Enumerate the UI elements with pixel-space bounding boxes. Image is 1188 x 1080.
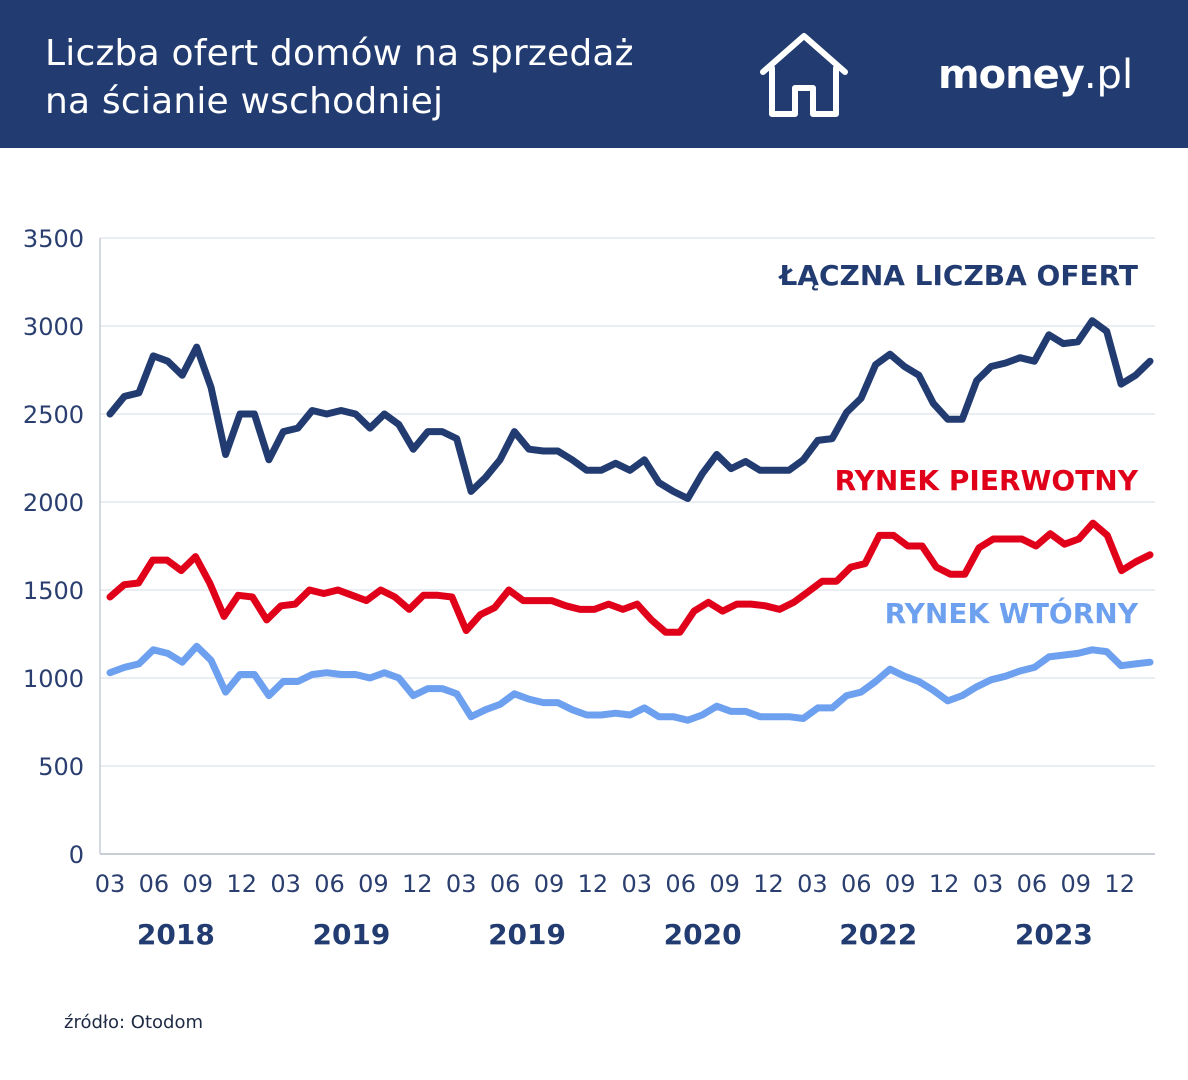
x-tick-label: 09 xyxy=(534,870,565,898)
x-tick-label: 03 xyxy=(95,870,126,898)
house-icon xyxy=(760,33,848,117)
y-tick-label: 1000 xyxy=(23,665,84,693)
x-tick-label: 06 xyxy=(1017,870,1048,898)
y-tick-label: 1500 xyxy=(23,577,84,605)
x-tick-label: 03 xyxy=(797,870,828,898)
y-axis: 0 500 1000 1500 2000 2500 3000 3500 xyxy=(23,225,84,869)
year-label: 2019 xyxy=(312,918,390,951)
brand-suffix: .pl xyxy=(1083,52,1134,98)
y-tick-label: 0 xyxy=(69,841,84,869)
x-tick-label: 03 xyxy=(446,870,477,898)
x-tick-label: 12 xyxy=(753,870,784,898)
brand-main: money xyxy=(938,52,1085,98)
year-label: 2018 xyxy=(137,918,215,951)
series-label: RYNEK WTÓRNY xyxy=(885,596,1139,630)
x-axis: 03 06 09 12 03 06 09 12 03 06 09 12 03 06 09 12 03 06 09 12… xyxy=(95,870,1135,898)
year-label: 2023 xyxy=(1015,918,1093,951)
chart-grid xyxy=(99,237,1155,855)
header-banner: Liczba ofert domów na sprzedaż na ściani… xyxy=(0,0,1188,148)
x-tick-label: 09 xyxy=(183,870,214,898)
year-label: 2020 xyxy=(664,918,742,951)
x-tick-label: 06 xyxy=(841,870,872,898)
x-tick-label: 09 xyxy=(709,870,740,898)
x-tick-label: 09 xyxy=(885,870,916,898)
y-tick-label: 500 xyxy=(38,753,84,781)
x-tick-label: 12 xyxy=(578,870,609,898)
x-tick-label: 12 xyxy=(402,870,433,898)
year-label: 2022 xyxy=(839,918,917,951)
x-tick-label: 09 xyxy=(358,870,389,898)
title-line-2: na ścianie wschodniej xyxy=(45,81,444,122)
x-tick-label: 06 xyxy=(314,870,345,898)
x-tick-label: 06 xyxy=(139,870,170,898)
series-line xyxy=(106,317,1154,502)
x-tick-label: 12 xyxy=(929,870,960,898)
chart-title: Liczba ofert domów na sprzedaż na ściani… xyxy=(45,30,634,126)
y-tick-label: 3000 xyxy=(23,313,84,341)
y-tick-label: 3500 xyxy=(23,225,84,253)
title-line-1: Liczba ofert domów na sprzedaż xyxy=(45,33,634,74)
series-label: ŁĄCZNA LICZBA OFERT xyxy=(777,259,1138,292)
y-tick-label: 2500 xyxy=(23,401,84,429)
series-lines xyxy=(106,317,1154,724)
x-tick-label: 03 xyxy=(270,870,301,898)
x-tick-label: 12 xyxy=(226,870,257,898)
x-tick-label: 12 xyxy=(1104,870,1135,898)
y-tick-label: 2000 xyxy=(23,489,84,517)
x-tick-label: 06 xyxy=(490,870,521,898)
source-note: źródło: Otodom xyxy=(64,1012,204,1033)
series-line xyxy=(106,519,1154,636)
x-tick-label: 03 xyxy=(622,870,653,898)
x-tick-label: 09 xyxy=(1061,870,1092,898)
year-labels: 2018 2019 2019 2020 2022 2023 xyxy=(137,918,1093,951)
series-line xyxy=(106,642,1154,724)
year-label: 2019 xyxy=(488,918,566,951)
series-label: RYNEK PIERWOTNY xyxy=(835,464,1139,497)
x-tick-label: 06 xyxy=(665,870,696,898)
brand-logo: money.pl xyxy=(938,52,1133,98)
series-labels: ŁĄCZNA LICZBA OFERT RYNEK PIERWOTNY RYNEK … xyxy=(777,259,1138,630)
x-tick-label: 03 xyxy=(973,870,1004,898)
